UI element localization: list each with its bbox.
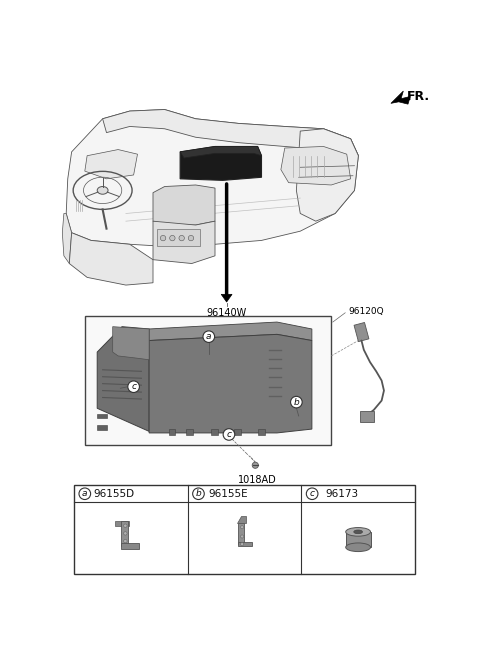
Polygon shape <box>66 110 359 247</box>
Bar <box>74 485 415 574</box>
Polygon shape <box>113 327 149 359</box>
Ellipse shape <box>346 527 371 536</box>
Bar <box>238 523 244 544</box>
Bar <box>238 542 252 546</box>
Text: 96120Q: 96120Q <box>348 307 384 316</box>
Bar <box>121 543 139 549</box>
Circle shape <box>192 488 204 499</box>
Polygon shape <box>180 146 262 158</box>
Bar <box>211 429 218 435</box>
Text: c: c <box>310 489 314 499</box>
Bar <box>97 414 107 419</box>
Bar <box>186 429 192 435</box>
Circle shape <box>188 236 194 241</box>
Polygon shape <box>237 516 246 523</box>
Polygon shape <box>221 295 232 302</box>
Circle shape <box>79 488 91 499</box>
Circle shape <box>203 331 215 342</box>
Circle shape <box>124 539 127 543</box>
Bar <box>157 229 200 246</box>
Bar <box>258 429 264 435</box>
Circle shape <box>240 525 244 529</box>
Circle shape <box>223 428 235 440</box>
Bar <box>354 323 369 342</box>
Text: 96140W: 96140W <box>206 308 247 318</box>
Polygon shape <box>97 327 149 432</box>
Ellipse shape <box>346 543 371 552</box>
Circle shape <box>179 236 184 241</box>
Circle shape <box>252 462 258 468</box>
Bar <box>360 411 374 422</box>
Bar <box>97 425 107 430</box>
Ellipse shape <box>354 530 362 534</box>
Bar <box>85 316 331 445</box>
Circle shape <box>160 236 166 241</box>
Polygon shape <box>103 110 359 155</box>
Circle shape <box>306 488 318 499</box>
Bar <box>234 429 241 435</box>
Circle shape <box>128 381 139 392</box>
Polygon shape <box>62 213 72 264</box>
Polygon shape <box>153 221 215 264</box>
Polygon shape <box>149 335 312 433</box>
Text: c: c <box>131 382 136 391</box>
Bar <box>346 532 371 547</box>
Circle shape <box>169 236 175 241</box>
Polygon shape <box>180 146 262 180</box>
Polygon shape <box>296 129 359 221</box>
Circle shape <box>240 535 244 538</box>
Circle shape <box>240 543 244 546</box>
Text: a: a <box>206 332 212 341</box>
Bar <box>121 521 129 546</box>
Polygon shape <box>391 91 410 104</box>
Text: b: b <box>195 489 201 499</box>
Polygon shape <box>149 322 312 340</box>
Text: 96155D: 96155D <box>94 489 135 499</box>
Circle shape <box>290 396 302 408</box>
Bar <box>168 429 176 435</box>
Circle shape <box>124 524 127 527</box>
Text: b: b <box>293 398 299 407</box>
Text: 1018AD: 1018AD <box>238 474 277 485</box>
Polygon shape <box>85 150 137 179</box>
Polygon shape <box>153 185 215 225</box>
Polygon shape <box>69 233 153 285</box>
Text: 96155E: 96155E <box>208 489 248 499</box>
Bar <box>115 521 129 527</box>
Polygon shape <box>281 146 350 185</box>
Text: a: a <box>82 489 87 499</box>
Ellipse shape <box>97 186 108 194</box>
Text: 96173: 96173 <box>325 489 358 499</box>
Text: c: c <box>227 430 231 439</box>
Circle shape <box>124 532 127 535</box>
Text: FR.: FR. <box>407 89 430 102</box>
